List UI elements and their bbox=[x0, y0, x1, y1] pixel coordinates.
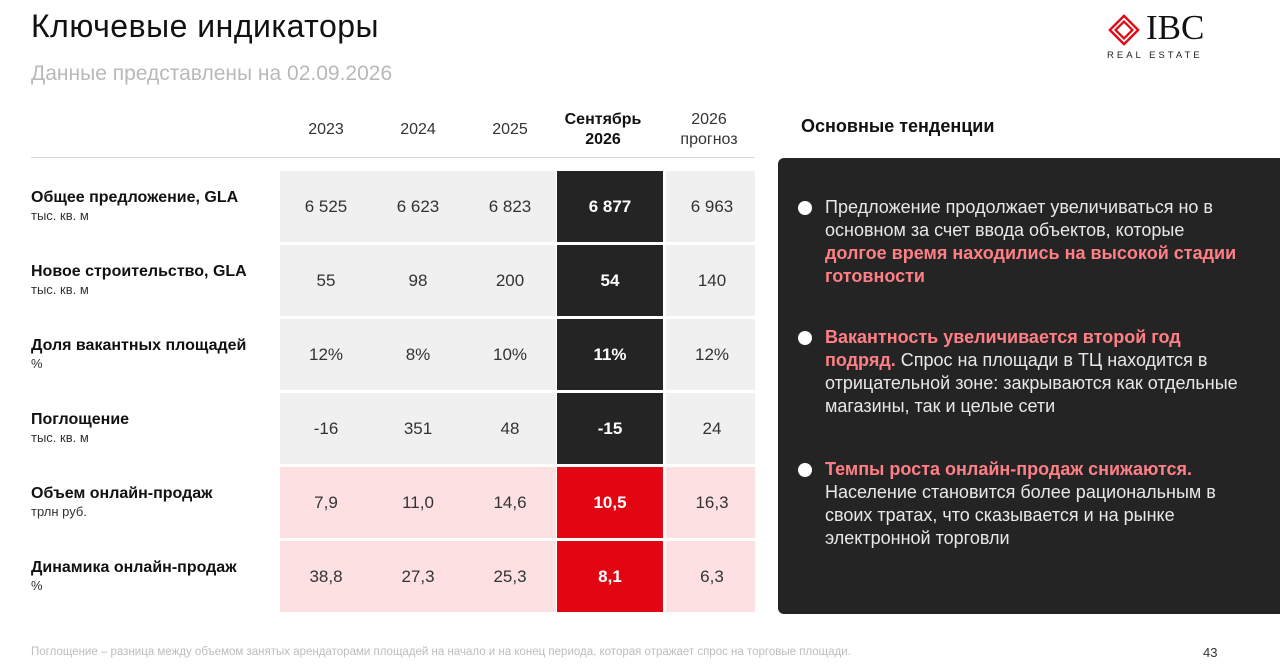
forecast-cell-background bbox=[666, 541, 755, 612]
table-cell: 6 963 bbox=[690, 196, 734, 216]
logo-diamond-icon bbox=[1108, 14, 1140, 46]
row-background bbox=[280, 245, 556, 316]
trend-bullet-icon bbox=[798, 331, 812, 345]
column-header: 2025 bbox=[492, 121, 528, 138]
forecast-cell-background bbox=[666, 171, 755, 242]
header-divider bbox=[31, 157, 755, 158]
column-header: 2026 прогноз bbox=[680, 111, 738, 148]
table-cell: 6,3 bbox=[700, 566, 724, 586]
row-background bbox=[280, 171, 556, 242]
table-cell: 10% bbox=[492, 344, 528, 364]
trend-accent-text: Вакантность увеличивается второй год под… bbox=[825, 327, 1181, 370]
indicator-name: Новое строительство, GLA bbox=[31, 263, 247, 280]
page-title: Ключевые индикаторы bbox=[31, 8, 380, 44]
indicator-name: Динамика онлайн-продаж bbox=[31, 559, 237, 576]
forecast-cell-background bbox=[666, 245, 755, 316]
highlight-cell-background bbox=[557, 393, 663, 464]
trend-text: Население становится более рациональным … bbox=[825, 482, 1216, 548]
table-cell: 10,5 bbox=[593, 492, 627, 512]
table-cell: 11,0 bbox=[402, 492, 434, 512]
highlight-cell-background bbox=[557, 467, 663, 538]
forecast-cell-background bbox=[666, 319, 755, 390]
forecast-cell-background bbox=[666, 393, 755, 464]
table-cell: 12% bbox=[308, 344, 344, 364]
table-cell: 6 877 bbox=[588, 196, 632, 216]
column-header: 2024 bbox=[400, 121, 436, 138]
indicator-unit: тыс. кв. м bbox=[31, 430, 89, 445]
row-background bbox=[280, 467, 556, 538]
company-logo: IBC REAL ESTATE bbox=[1103, 8, 1223, 65]
table-cell: 25,3 bbox=[493, 566, 527, 586]
table-cell: 27,3 bbox=[401, 566, 435, 586]
table-cell: 8,1 bbox=[598, 566, 622, 586]
indicator-unit: % bbox=[31, 578, 43, 593]
table-cell: 24 bbox=[702, 418, 722, 438]
table-cell: 14,6 bbox=[493, 492, 527, 512]
table-cell: 48 bbox=[500, 418, 520, 438]
indicator-name: Общее предложение, GLA bbox=[31, 189, 239, 206]
row-label: Новое строительство, GLA тыс. кв. м bbox=[31, 262, 271, 298]
table-cell: 200 bbox=[495, 270, 525, 290]
trend-text: Предложение продолжает увеличиваться но … bbox=[825, 197, 1213, 240]
footnote: Поглощение – разница между объемом занят… bbox=[31, 646, 851, 658]
row-background bbox=[280, 393, 556, 464]
row-background bbox=[280, 319, 556, 390]
page-subtitle: Данные представлены на 02.09.2026 bbox=[31, 62, 393, 85]
indicator-unit: тыс. кв. м bbox=[31, 282, 89, 297]
trend-text: Спрос на площади в ТЦ находится в отрица… bbox=[825, 350, 1238, 416]
trend-accent-text: долгое время находились на высокой стади… bbox=[825, 243, 1237, 286]
highlight-cell-background bbox=[557, 541, 663, 612]
row-label: Общее предложение, GLA тыс. кв. м bbox=[31, 188, 271, 224]
highlight-cell-background bbox=[557, 245, 663, 316]
trend-item: Предложение продолжает увеличиваться но … bbox=[825, 196, 1245, 288]
trend-item: Темпы роста онлайн-продаж снижаются. Нас… bbox=[825, 458, 1245, 550]
forecast-cell-background bbox=[666, 467, 755, 538]
logo-wordmark: IBC bbox=[1146, 8, 1205, 47]
highlight-cell-background bbox=[557, 319, 663, 390]
row-background bbox=[280, 541, 556, 612]
trends-title: Основные тенденции bbox=[801, 116, 995, 136]
row-label: Динамика онлайн-продаж% bbox=[31, 558, 271, 594]
indicator-unit: тыс. кв. м bbox=[31, 208, 89, 223]
table-cell: 6 525 bbox=[304, 196, 348, 216]
table-cell: 6 623 bbox=[396, 196, 440, 216]
column-header: Сентябрь 2026 bbox=[564, 111, 642, 148]
indicator-unit: трлн руб. bbox=[31, 504, 87, 519]
table-cell: 11% bbox=[593, 344, 627, 364]
trend-bullet-icon bbox=[798, 463, 812, 477]
table-cell: 8% bbox=[405, 344, 431, 364]
table-cell: 16,3 bbox=[695, 492, 729, 512]
row-label: Объем онлайн-продаж трлн руб. bbox=[31, 484, 271, 520]
indicator-name: Объем онлайн-продаж bbox=[31, 485, 213, 502]
trend-accent-text: Темпы роста онлайн-продаж снижаются. bbox=[825, 459, 1193, 479]
table-cell: 12% bbox=[694, 344, 730, 364]
table-cell: 7,9 bbox=[314, 492, 338, 512]
row-label: Доля вакантных площадей% bbox=[31, 336, 271, 372]
table-cell: 38,8 bbox=[309, 566, 343, 586]
trend-item: Вакантность увеличивается второй год под… bbox=[825, 326, 1245, 418]
table-cell: -16 bbox=[313, 418, 339, 438]
table-cell: 6 823 bbox=[488, 196, 532, 216]
row-label: Поглощение тыс. кв. м bbox=[31, 410, 271, 446]
indicator-unit: % bbox=[31, 356, 43, 371]
table-cell: 54 bbox=[600, 270, 620, 290]
column-header: 2023 bbox=[308, 121, 344, 138]
trend-bullet-icon bbox=[798, 201, 812, 215]
trends-panel: Предложение продолжает увеличиваться но … bbox=[778, 158, 1280, 614]
indicator-name: Поглощение bbox=[31, 411, 130, 428]
table-cell: 55 bbox=[316, 270, 336, 290]
table-cell: 98 bbox=[408, 270, 428, 290]
table-cell: -15 bbox=[597, 418, 623, 438]
table-cell: 351 bbox=[403, 418, 433, 438]
logo-tagline: REAL ESTATE bbox=[1107, 50, 1203, 61]
highlight-cell-background bbox=[557, 171, 663, 242]
table-cell: 140 bbox=[697, 270, 727, 290]
page-number: 43 bbox=[1203, 645, 1218, 660]
indicator-name: Доля вакантных площадей bbox=[31, 337, 247, 354]
